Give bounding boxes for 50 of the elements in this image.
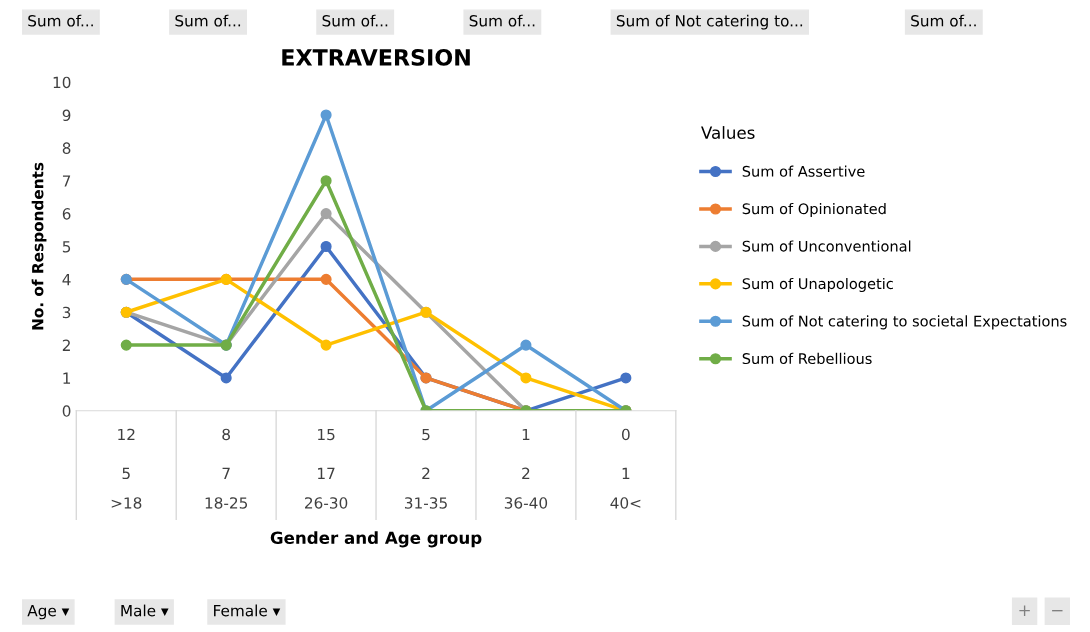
y-axis-title: No. of Respondents xyxy=(31,162,47,330)
text: 12 xyxy=(118,428,135,441)
chart-title: EXTRAVERSION xyxy=(282,49,470,66)
text: 5 xyxy=(122,467,130,480)
y-tick-label: 9 xyxy=(62,109,71,122)
y-tick-label: 10 xyxy=(53,76,71,89)
x-tick-label: 26-30 xyxy=(305,497,348,509)
y-tick-label: 1 xyxy=(63,372,71,384)
x-axis-title: Gender and Age group xyxy=(270,531,482,548)
legend-label: Sum of Assertive xyxy=(742,165,865,177)
legend-label: Sum of Rebellious xyxy=(742,352,872,365)
text: 7 xyxy=(222,467,230,479)
legend-label: Sum of Unapologetic xyxy=(742,277,893,292)
text: Sum of... xyxy=(322,14,388,27)
y-tick-label: 4 xyxy=(62,274,71,286)
legend-label: Sum of Unconventional xyxy=(742,240,911,252)
text: + xyxy=(1019,605,1030,616)
y-tick-label: 6 xyxy=(62,208,71,220)
legend-label: Sum of Opinionated xyxy=(742,202,886,218)
text: 1 xyxy=(622,467,630,479)
y-tick-label: 8 xyxy=(62,142,71,154)
legend-label: Sum of Not catering to societal Expectations xyxy=(742,315,1067,330)
text: 2 xyxy=(522,467,530,479)
text: 1 xyxy=(522,428,530,441)
text: 5 xyxy=(422,428,430,441)
x-tick-label: 18-25 xyxy=(205,497,248,509)
x-tick-label: 36-40 xyxy=(504,497,548,509)
text: 0 xyxy=(621,428,630,441)
x-tick-label: >18 xyxy=(111,497,142,509)
text: Female ▾ xyxy=(214,604,281,617)
y-tick-label: 5 xyxy=(62,241,71,253)
text: Sum of... xyxy=(469,14,535,27)
x-tick-label: 40< xyxy=(610,497,641,509)
text: Sum of Not catering to... xyxy=(616,14,803,30)
text: 15 xyxy=(318,428,335,441)
text: Male ▾ xyxy=(121,604,169,617)
y-tick-label: 0 xyxy=(62,405,71,417)
text: Sum of... xyxy=(175,14,241,27)
text: Sum of... xyxy=(28,14,93,27)
y-tick-label: 7 xyxy=(62,175,71,187)
text: − xyxy=(1052,609,1063,612)
text: Age ▾ xyxy=(27,605,70,620)
text: Sum of... xyxy=(911,14,976,27)
text: 8 xyxy=(222,428,230,441)
y-tick-label: 2 xyxy=(62,339,70,351)
y-tick-label: 3 xyxy=(62,306,71,319)
text: 17 xyxy=(318,467,335,479)
text: 2 xyxy=(422,467,430,479)
x-tick-label: 31-35 xyxy=(404,497,447,509)
legend-title: Values xyxy=(701,126,755,139)
